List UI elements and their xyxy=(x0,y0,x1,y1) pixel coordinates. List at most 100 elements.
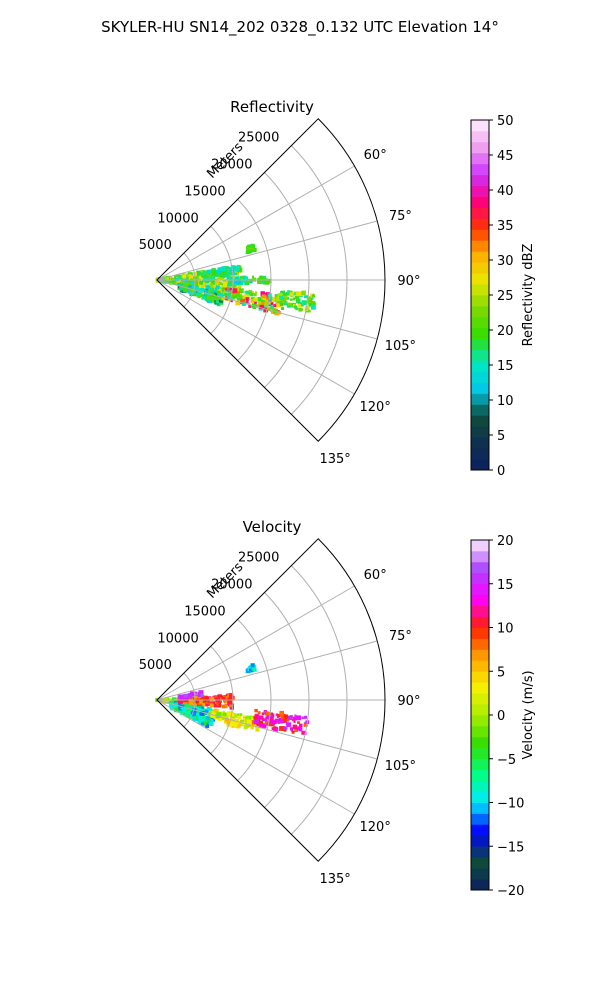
echo-cell xyxy=(221,695,225,699)
echo-cell xyxy=(185,713,190,718)
echo-cell xyxy=(283,717,287,721)
colorbar-segment xyxy=(471,671,489,683)
echo-cell xyxy=(234,273,237,276)
echo-cell xyxy=(248,247,252,250)
colorbar-tick-label: 50 xyxy=(497,114,514,129)
echo-cell xyxy=(221,296,225,301)
echo-cell xyxy=(223,695,225,698)
echo-cell xyxy=(260,291,265,296)
echo-cell xyxy=(188,282,192,286)
echo-cell xyxy=(189,288,194,293)
echo-cell xyxy=(178,702,182,707)
echo-cell xyxy=(201,282,206,286)
echo-cell xyxy=(263,710,268,715)
echo-cell xyxy=(253,298,259,303)
echo-cell xyxy=(285,291,290,296)
echo-cell xyxy=(279,710,284,716)
echo-cell xyxy=(224,715,229,720)
echo-cell xyxy=(236,713,240,716)
echo-cell xyxy=(264,718,268,722)
echo-cell xyxy=(227,266,233,272)
echo-cell xyxy=(297,721,300,724)
echo-cell xyxy=(202,294,205,298)
echo-cell xyxy=(240,299,245,305)
echo-cell xyxy=(303,722,308,727)
colorbar-segment xyxy=(471,660,489,672)
echo-cell xyxy=(209,278,214,283)
echo-cell xyxy=(184,281,187,284)
colorbar-segment xyxy=(471,437,489,449)
echo-cell xyxy=(256,729,259,732)
echo-cell xyxy=(189,691,195,697)
echo-cell xyxy=(294,728,298,732)
echo-cell xyxy=(299,726,303,729)
echo-cell xyxy=(205,293,209,297)
colorbar-tick-label: 20 xyxy=(497,324,514,339)
echo-cell xyxy=(220,300,224,303)
echo-cell xyxy=(250,663,255,668)
echo-cell xyxy=(175,702,178,705)
velocity-title: Velocity xyxy=(243,518,302,536)
echo-cell xyxy=(269,716,274,721)
echo-cell xyxy=(224,292,228,297)
echo-cell xyxy=(305,295,309,299)
echo-cell xyxy=(178,283,182,286)
echo-cell xyxy=(181,707,186,713)
radial-tick-label: 15000 xyxy=(184,604,225,619)
echo-cell xyxy=(207,286,211,289)
angle-tick-label: 60° xyxy=(364,568,387,583)
echo-cell xyxy=(283,301,288,306)
echo-cell xyxy=(180,707,183,710)
angle-tick-label: 135° xyxy=(319,452,350,467)
echo-cell xyxy=(217,716,223,721)
echo-cell xyxy=(178,706,183,711)
echo-cell xyxy=(237,276,240,279)
echo-cell xyxy=(187,281,190,284)
echo-cell xyxy=(207,295,211,298)
echo-cell xyxy=(270,305,274,309)
echo-cell xyxy=(258,304,261,307)
echo-cell xyxy=(234,266,240,272)
echo-cell xyxy=(211,719,214,722)
echo-cell xyxy=(193,280,198,286)
angle-tick-label: 60° xyxy=(364,148,387,163)
echo-cell xyxy=(177,285,181,289)
echo-cell xyxy=(283,714,288,719)
echo-cell xyxy=(216,290,220,294)
echo-cell xyxy=(248,290,252,294)
echo-cell xyxy=(199,711,205,716)
echo-cell xyxy=(215,292,219,296)
colorbar-segment xyxy=(471,185,489,197)
echo-cell xyxy=(253,292,257,297)
echo-cell xyxy=(241,295,246,300)
echo-cell xyxy=(227,271,232,276)
colorbar-segment xyxy=(471,251,489,263)
echo-cell xyxy=(213,703,218,708)
colorbar-segment xyxy=(471,605,489,617)
echo-cell xyxy=(188,700,194,706)
echo-cell xyxy=(250,669,254,673)
echo-cell xyxy=(204,273,210,279)
colorbar-segment xyxy=(471,747,489,760)
echo-cell xyxy=(183,289,187,292)
velocity-colorbar: −20 −15 −10 −5 0 5 10 15 20 Velocity (m/s) xyxy=(470,534,536,899)
echo-cell xyxy=(273,726,279,732)
echo-cell xyxy=(163,279,168,284)
echo-cell xyxy=(228,721,234,727)
echo-cell xyxy=(276,303,280,308)
echo-cell xyxy=(262,718,265,722)
angular-gridline xyxy=(156,165,355,281)
echo-cell xyxy=(299,723,303,728)
echo-cell xyxy=(251,244,254,248)
colorbar-tick-label: 0 xyxy=(497,464,505,479)
echo-cell xyxy=(285,296,289,300)
echo-cell xyxy=(194,692,197,696)
echo-cell xyxy=(227,702,233,707)
echo-cell xyxy=(261,712,265,716)
echo-cell xyxy=(186,696,189,699)
echo-cell xyxy=(250,722,255,728)
sector-frame xyxy=(156,538,386,862)
echo-cell xyxy=(174,708,179,713)
echo-cell xyxy=(220,711,225,716)
echo-cell xyxy=(205,696,209,700)
